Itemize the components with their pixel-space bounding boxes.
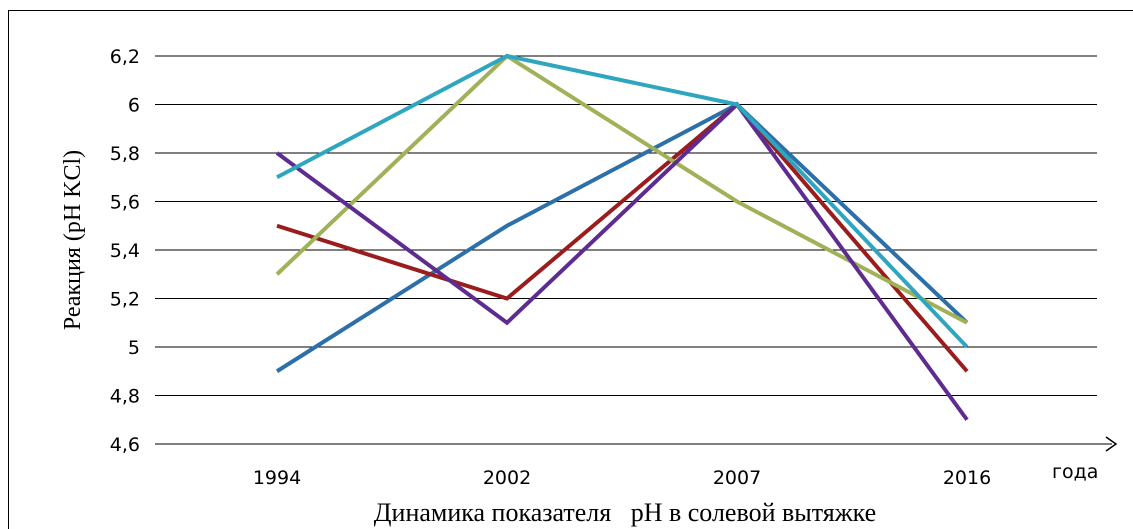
y-tick-label: 5,4	[110, 240, 140, 262]
x-tick-label: 2016	[943, 467, 991, 489]
y-tick-label: 6	[128, 95, 140, 117]
series-line-4	[275, 101, 969, 421]
x-tick-label: 1994	[253, 467, 301, 489]
x-axis-arrow	[1105, 436, 1118, 452]
y-tick-labels: 4,6 4,8 5 5,2 5,4 5,6 5,8 6 6,2	[110, 46, 140, 456]
series-line-5	[276, 53, 969, 349]
y-tick-label: 4,8	[110, 386, 140, 408]
y-tick-label: 4,6	[110, 434, 140, 456]
series-line-2	[276, 101, 969, 373]
y-tick-label: 5	[128, 337, 140, 359]
y-tick-label: 5,2	[110, 289, 140, 311]
y-axis-label: Реакция (pH KCl)	[60, 150, 86, 330]
x-axis-label: Динамика показателя pH в солевой вытяжке	[374, 498, 876, 527]
gridlines	[155, 55, 1112, 445]
series-line-1	[275, 102, 969, 373]
x-axis-unit-label: года	[1052, 461, 1098, 483]
y-tick-label: 5,6	[110, 192, 140, 214]
series-line-3	[275, 53, 968, 325]
chart-frame	[8, 10, 1133, 529]
series-lines	[275, 53, 969, 421]
x-tick-label: 2002	[483, 467, 531, 489]
y-tick-label: 5,8	[110, 143, 140, 165]
x-tick-label: 2007	[713, 467, 761, 489]
y-tick-label: 6,2	[110, 46, 140, 68]
x-tick-labels: 1994 2002 2007 2016	[253, 467, 991, 489]
